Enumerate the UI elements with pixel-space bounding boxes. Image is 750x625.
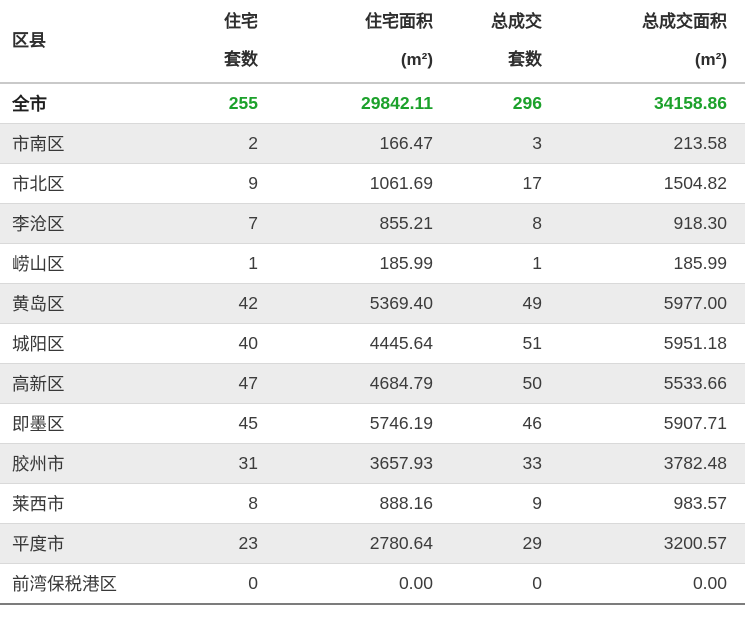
value-cell: 29 bbox=[433, 522, 542, 563]
value-cell: 4684.79 bbox=[258, 362, 433, 403]
table-row: 平度市 23 2780.64 29 3200.57 bbox=[0, 522, 745, 563]
value-cell: 31 bbox=[170, 442, 258, 483]
value-cell: 42 bbox=[170, 282, 258, 323]
header-total-units: 总成交 套数 bbox=[433, 0, 542, 84]
value-cell: 0.00 bbox=[258, 562, 433, 603]
value-cell: 3782.48 bbox=[542, 442, 745, 483]
table-row: 崂山区 1 185.99 1 185.99 bbox=[0, 242, 745, 283]
value-cell: 5533.66 bbox=[542, 362, 745, 403]
value-cell: 51 bbox=[433, 322, 542, 363]
header-district: 区县 bbox=[0, 0, 170, 84]
value-cell: 50 bbox=[433, 362, 542, 403]
table-row: 高新区 47 4684.79 50 5533.66 bbox=[0, 362, 745, 403]
value-cell: 855.21 bbox=[258, 202, 433, 243]
value-cell: 1061.69 bbox=[258, 162, 433, 203]
value-cell: 296 bbox=[512, 92, 542, 113]
value-cell: 40 bbox=[170, 322, 258, 363]
value-cell: 983.57 bbox=[542, 482, 745, 523]
table-row: 李沧区 7 855.21 8 918.30 bbox=[0, 202, 745, 243]
value-cell: 5907.71 bbox=[542, 402, 745, 443]
table-bottom-border bbox=[0, 603, 745, 605]
district-transactions-table: 区县 住宅 套数 住宅面积 (m²) 总成交 套数 总成交面积 (m²) bbox=[0, 0, 745, 605]
district-name-cell: 莱西市 bbox=[0, 482, 170, 523]
value-cell: 1504.82 bbox=[542, 162, 745, 203]
value-cell: 185.99 bbox=[542, 242, 745, 283]
table-header: 区县 住宅 套数 住宅面积 (m²) 总成交 套数 总成交面积 (m²) bbox=[0, 0, 745, 84]
value-cell: 8 bbox=[433, 202, 542, 243]
table-row: 前湾保税港区 0 0.00 0 0.00 bbox=[0, 562, 745, 603]
value-cell: 17 bbox=[433, 162, 542, 203]
table-row: 市北区 9 1061.69 17 1504.82 bbox=[0, 162, 745, 203]
district-name-cell: 胶州市 bbox=[0, 442, 170, 483]
value-cell: 23 bbox=[170, 522, 258, 563]
value-cell: 5746.19 bbox=[258, 402, 433, 443]
table-row: 莱西市 8 888.16 9 983.57 bbox=[0, 482, 745, 523]
value-cell: 1 bbox=[433, 242, 542, 283]
value-cell: 185.99 bbox=[258, 242, 433, 283]
value-cell: 47 bbox=[170, 362, 258, 403]
header-district-label: 区县 bbox=[12, 31, 46, 50]
value-cell: 33 bbox=[433, 442, 542, 483]
value-cell: 49 bbox=[433, 282, 542, 323]
value-cell: 29842.11 bbox=[360, 92, 433, 113]
value-cell: 918.30 bbox=[542, 202, 745, 243]
value-cell: 0.00 bbox=[542, 562, 745, 603]
district-name-cell: 黄岛区 bbox=[0, 282, 170, 323]
value-cell: 9 bbox=[170, 162, 258, 203]
district-name-cell: 高新区 bbox=[0, 362, 170, 403]
table-row: 黄岛区 42 5369.40 49 5977.00 bbox=[0, 282, 745, 323]
table-row-total: 全市 255 29842.11 296 34158.86 bbox=[0, 83, 745, 123]
district-name-cell: 城阳区 bbox=[0, 322, 170, 363]
value-cell: 34158.86 bbox=[654, 92, 727, 113]
district-name-cell: 前湾保税港区 bbox=[0, 562, 170, 603]
header-residential-units: 住宅 套数 bbox=[170, 0, 258, 84]
district-name-cell: 即墨区 bbox=[0, 402, 170, 443]
value-cell: 2780.64 bbox=[258, 522, 433, 563]
value-cell: 7 bbox=[170, 202, 258, 243]
value-cell: 45 bbox=[170, 402, 258, 443]
value-cell: 255 bbox=[228, 92, 258, 113]
header-row: 区县 住宅 套数 住宅面积 (m²) 总成交 套数 总成交面积 (m²) bbox=[0, 0, 745, 84]
value-cell: 2 bbox=[170, 122, 258, 163]
value-cell: 0 bbox=[433, 562, 542, 603]
district-name-cell: 市北区 bbox=[0, 162, 170, 203]
district-name-cell: 全市 bbox=[12, 93, 47, 114]
value-cell: 8 bbox=[170, 482, 258, 523]
value-cell: 5369.40 bbox=[258, 282, 433, 323]
table-row: 即墨区 45 5746.19 46 5907.71 bbox=[0, 402, 745, 443]
value-cell: 1 bbox=[170, 242, 258, 283]
value-cell: 213.58 bbox=[542, 122, 745, 163]
table-row: 胶州市 31 3657.93 33 3782.48 bbox=[0, 442, 745, 483]
value-cell: 5977.00 bbox=[542, 282, 745, 323]
header-residential-area: 住宅面积 (m²) bbox=[258, 0, 433, 84]
table-body: 全市 255 29842.11 296 34158.86 市南区 2 166.47 3 213.5… bbox=[0, 83, 745, 603]
value-cell: 3 bbox=[433, 122, 542, 163]
value-cell: 888.16 bbox=[258, 482, 433, 523]
table-row: 市南区 2 166.47 3 213.58 bbox=[0, 122, 745, 163]
value-cell: 9 bbox=[433, 482, 542, 523]
district-name-cell: 李沧区 bbox=[0, 202, 170, 243]
table-row: 城阳区 40 4445.64 51 5951.18 bbox=[0, 322, 745, 363]
value-cell: 166.47 bbox=[258, 122, 433, 163]
district-name-cell: 崂山区 bbox=[0, 242, 170, 283]
header-total-area: 总成交面积 (m²) bbox=[542, 0, 745, 84]
value-cell: 3200.57 bbox=[542, 522, 745, 563]
district-name-cell: 平度市 bbox=[0, 522, 170, 563]
value-cell: 4445.64 bbox=[258, 322, 433, 363]
district-name-cell: 市南区 bbox=[0, 122, 170, 163]
value-cell: 46 bbox=[433, 402, 542, 443]
data-table: 区县 住宅 套数 住宅面积 (m²) 总成交 套数 总成交面积 (m²) bbox=[0, 0, 745, 603]
value-cell: 0 bbox=[170, 562, 258, 603]
value-cell: 3657.93 bbox=[258, 442, 433, 483]
value-cell: 5951.18 bbox=[542, 322, 745, 363]
